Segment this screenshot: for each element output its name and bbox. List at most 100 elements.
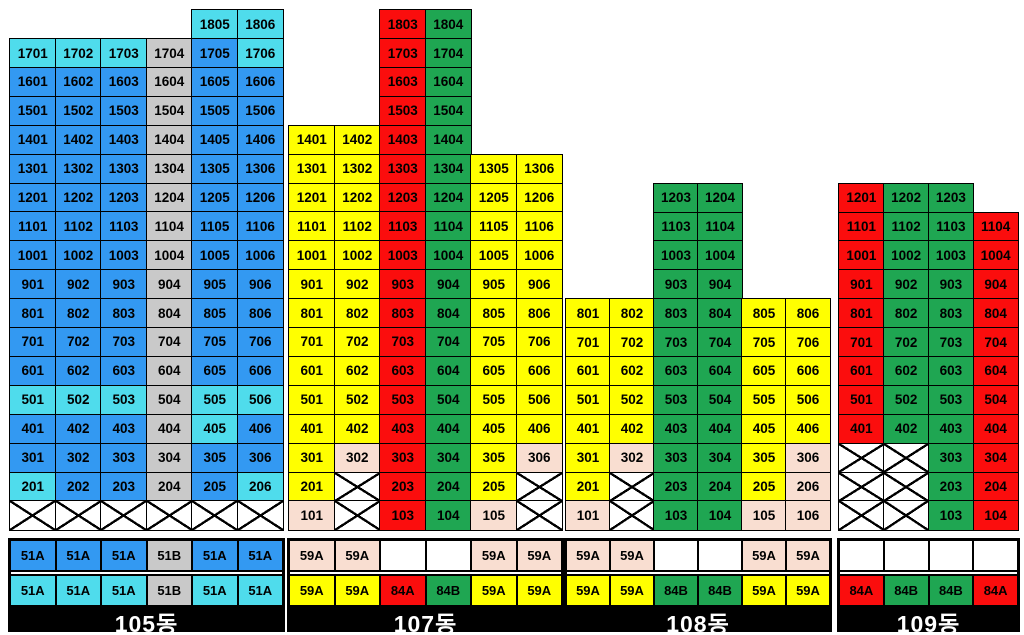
unit-cell-201: 201: [565, 471, 611, 502]
unit-cell-802: 802: [883, 298, 930, 329]
no-unit-cell: [883, 442, 930, 474]
building-108-type-row-top: 59A 59A 59A 59A: [567, 541, 829, 570]
unit-cell-605: 605: [741, 355, 787, 387]
unit-cell-806: 806: [236, 298, 284, 329]
unit-cell-601: 601: [565, 355, 611, 387]
unit-type-cell-84B: 84B: [699, 576, 741, 605]
unit-cell-702: 702: [609, 327, 655, 358]
unit-cell-104: 104: [972, 500, 1019, 531]
unit-cell-105: 105: [470, 500, 518, 531]
unit-type-cell-51A: 51A: [238, 576, 282, 605]
unit-cell-304: 304: [145, 442, 193, 473]
unit-cell-1106: 1106: [515, 211, 563, 242]
unit-cell-1006: 1006: [236, 240, 284, 271]
building-109-type-row-top: [840, 541, 1017, 570]
unit-type-cell-51A: 51A: [11, 541, 55, 570]
unit-type-cell-59A: 59A: [517, 541, 561, 570]
unit-cell-303: 303: [927, 442, 974, 474]
blank-space: [609, 212, 655, 242]
blank-space: [516, 9, 563, 39]
unit-cell-406: 406: [785, 413, 831, 445]
unit-cell-1704: 1704: [145, 38, 193, 69]
unit-cell-603: 603: [100, 355, 148, 387]
unit-cell-1103: 1103: [100, 211, 148, 242]
unit-cell-1203: 1203: [379, 182, 427, 213]
blank-space: [470, 96, 517, 126]
unit-cell-1703: 1703: [379, 38, 427, 69]
unit-cell-305: 305: [191, 442, 239, 473]
unit-cell-701: 701: [838, 327, 885, 358]
unit-cell-1101: 1101: [9, 211, 57, 242]
unit-type-cell-51B: 51B: [147, 541, 191, 570]
unit-cell-701: 701: [9, 327, 57, 358]
unit-cell-602: 602: [609, 355, 655, 387]
unit-cell-901: 901: [838, 269, 885, 300]
unit-cell-301: 301: [9, 442, 57, 473]
unit-type-cell-empty: [884, 541, 928, 570]
unit-cell-1204: 1204: [145, 182, 193, 213]
unit-type-cell-59A: 59A: [567, 576, 609, 605]
unit-cell-101: 101: [565, 500, 611, 531]
unit-cell-1302: 1302: [333, 153, 381, 185]
unit-type-cell-59A: 59A: [611, 576, 653, 605]
unit-cell-605: 605: [470, 355, 518, 387]
building-105-unit-grid: 1805 1806 1701 1702 1703 1704 1705 1706 1601 1602…: [9, 9, 284, 531]
blank-space: [9, 9, 56, 39]
blank-space: [565, 269, 611, 299]
blank-space: [609, 183, 655, 213]
unit-cell-804: 804: [972, 298, 1019, 329]
unit-cell-1206: 1206: [515, 182, 563, 213]
unit-cell-1106: 1106: [236, 211, 284, 242]
unit-type-cell-51A: 51A: [56, 541, 100, 570]
blank-space: [470, 125, 517, 155]
blank-space: [470, 9, 517, 39]
unit-cell-1101: 1101: [288, 211, 336, 242]
unit-cell-1305: 1305: [191, 153, 239, 185]
unit-cell-1102: 1102: [54, 211, 102, 242]
unit-cell-1002: 1002: [333, 240, 381, 271]
unit-cell-502: 502: [333, 384, 381, 416]
building-107-type-row-top: 59A 59A 59A 59A: [290, 541, 561, 570]
unit-cell-302: 302: [609, 442, 655, 474]
footer-divider: [11, 572, 282, 574]
unit-cell-1004: 1004: [424, 240, 472, 271]
building-109: 1201 1202 1203 1101 1102 1103 1104 1001 1002 1003…: [837, 0, 1020, 635]
unit-cell-603: 603: [927, 355, 974, 387]
no-unit-cell: [838, 500, 885, 531]
unit-cell-802: 802: [54, 298, 102, 329]
unit-cell-805: 805: [470, 298, 518, 329]
unit-cell-405: 405: [470, 413, 518, 445]
unit-cell-403: 403: [653, 413, 699, 445]
unit-cell-202: 202: [54, 471, 102, 502]
building-107-name: 107동: [393, 611, 458, 635]
unit-cell-1203: 1203: [927, 182, 974, 214]
unit-cell-1502: 1502: [54, 95, 102, 127]
unit-cell-1004: 1004: [697, 240, 743, 271]
unit-cell-804: 804: [145, 298, 193, 329]
no-unit-cell: [515, 500, 563, 531]
unit-cell-901: 901: [288, 269, 336, 300]
blank-space: [334, 67, 381, 97]
unit-cell-805: 805: [191, 298, 239, 329]
unit-cell-203: 203: [927, 471, 974, 502]
unit-cell-302: 302: [333, 442, 381, 473]
unit-cell-1201: 1201: [288, 182, 336, 213]
blank-space: [565, 183, 611, 213]
unit-type-cell-empty: [699, 541, 741, 570]
unit-type-cell-59A: 59A: [335, 541, 379, 570]
unit-cell-503: 503: [379, 384, 427, 416]
unit-cell-1104: 1104: [697, 211, 743, 242]
building-107-unit-grid: 1803 1804 1703 1704 1603 1604 1503 1504 1401 1402…: [288, 9, 563, 531]
building-108-footer: 59A 59A 59A 59A 59A 59A 84B 84B 59A 59A 108동: [564, 538, 832, 635]
unit-cell-304: 304: [972, 442, 1019, 474]
unit-cell-1206: 1206: [236, 182, 284, 213]
unit-cell-1401: 1401: [9, 124, 57, 156]
building-109-type-row-bottom: 84A 84B 84B 84A: [840, 576, 1017, 605]
unit-cell-801: 801: [565, 298, 611, 329]
unit-cell-401: 401: [838, 413, 885, 445]
no-unit-cell: [100, 500, 148, 531]
building-107: 1803 1804 1703 1704 1603 1604 1503 1504 1401 1402…: [287, 0, 564, 635]
unit-cell-902: 902: [883, 269, 930, 300]
unit-cell-1201: 1201: [9, 182, 57, 213]
